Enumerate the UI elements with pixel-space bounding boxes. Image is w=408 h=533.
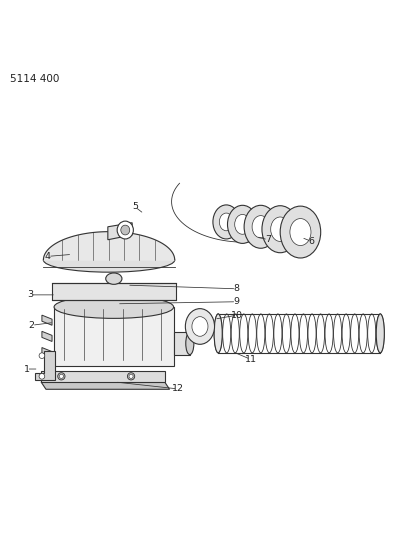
Ellipse shape [59,374,63,378]
Polygon shape [108,223,132,240]
Ellipse shape [376,314,384,353]
Text: 5: 5 [132,203,138,212]
Text: 11: 11 [245,355,257,364]
Bar [52,282,175,300]
Ellipse shape [117,221,133,239]
Ellipse shape [186,332,194,354]
Ellipse shape [262,206,298,253]
Polygon shape [41,382,170,389]
Text: 5114 400: 5114 400 [10,74,60,84]
Polygon shape [42,315,52,325]
Ellipse shape [228,205,257,244]
Ellipse shape [129,374,133,378]
Ellipse shape [106,273,122,284]
Text: 9: 9 [233,297,239,306]
Ellipse shape [127,373,135,380]
Ellipse shape [39,353,45,359]
Ellipse shape [252,216,269,238]
Text: 8: 8 [233,284,239,293]
Ellipse shape [214,314,222,353]
Polygon shape [35,351,55,380]
Ellipse shape [121,225,130,235]
Polygon shape [42,348,52,358]
Ellipse shape [39,374,45,379]
Text: 12: 12 [172,384,184,393]
Text: 6: 6 [308,237,315,246]
Ellipse shape [220,213,233,231]
Text: 7: 7 [265,235,271,244]
Ellipse shape [54,296,174,318]
Ellipse shape [213,205,239,239]
Polygon shape [42,332,52,342]
Ellipse shape [185,309,215,344]
Bar [174,332,190,354]
Bar [54,307,174,366]
Ellipse shape [290,219,311,246]
Ellipse shape [235,214,250,235]
Text: 4: 4 [45,252,51,261]
Bar [41,370,165,382]
Ellipse shape [192,317,208,336]
Ellipse shape [244,205,277,248]
Polygon shape [43,232,175,260]
Text: 3: 3 [27,290,33,300]
Text: 2: 2 [29,321,35,330]
Ellipse shape [280,206,321,258]
Text: 10: 10 [231,311,243,320]
Ellipse shape [58,373,65,380]
Text: 1: 1 [24,365,29,374]
Ellipse shape [271,217,290,241]
Ellipse shape [43,248,175,272]
